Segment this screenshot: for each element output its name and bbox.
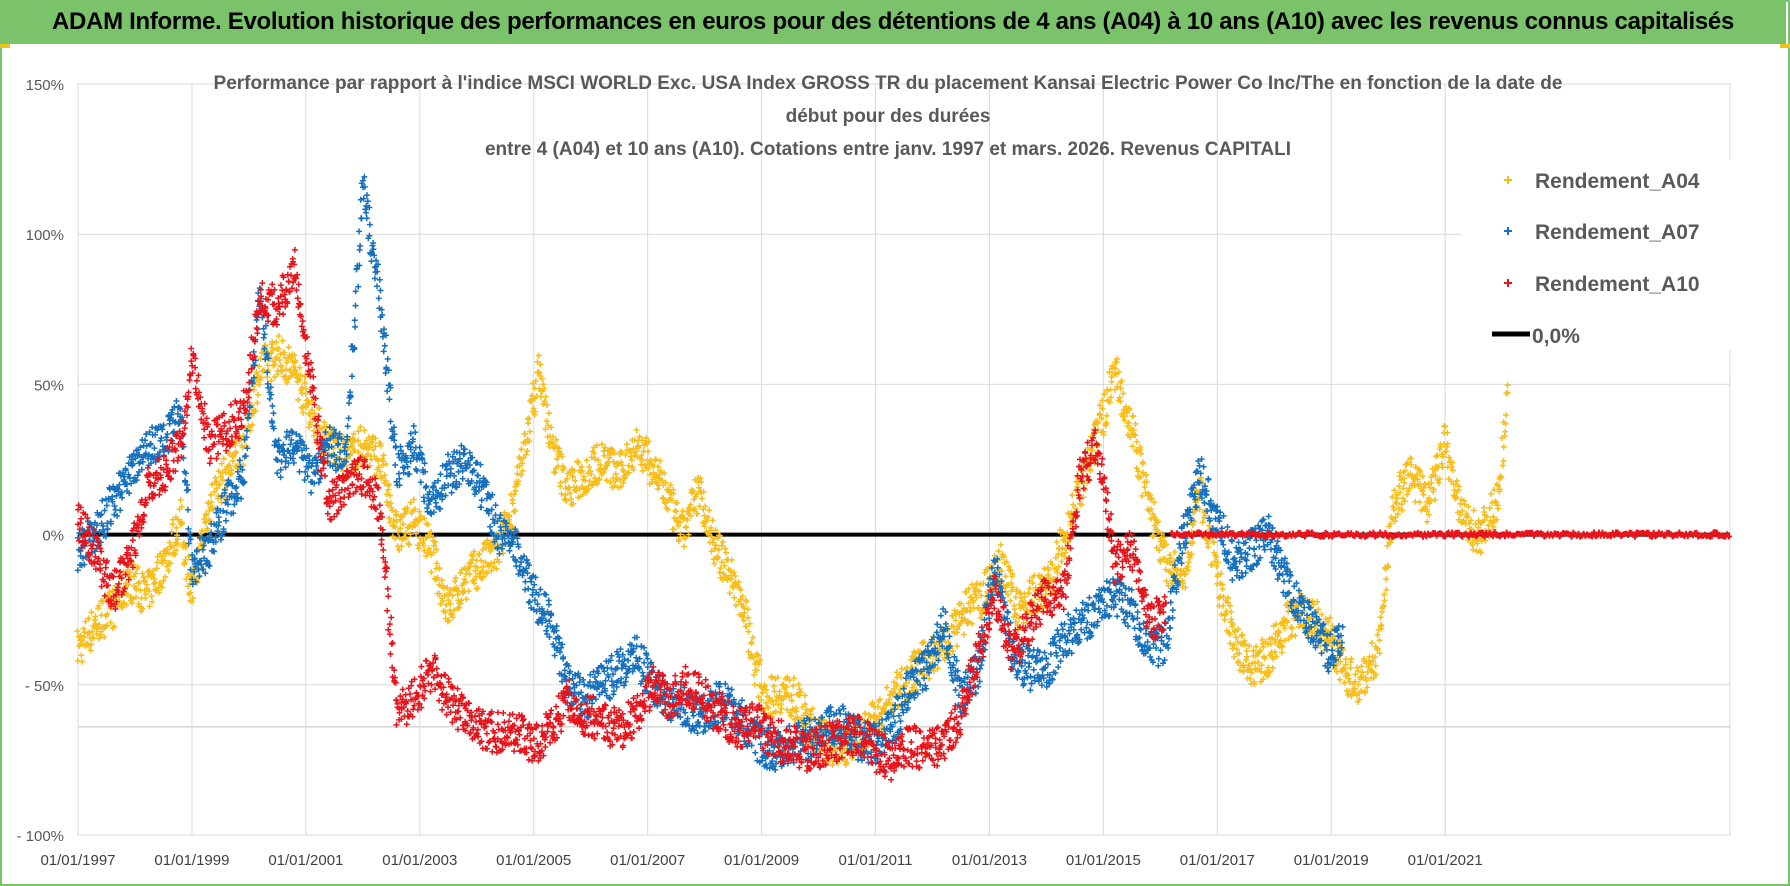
data-series <box>74 173 1732 783</box>
x-tick-label: 01/01/2001 <box>268 852 343 869</box>
x-tick-label: 01/01/2003 <box>382 852 457 869</box>
legend-label: Rendement_A10 <box>1535 273 1700 296</box>
data-point-rendement_a07 <box>74 173 1346 773</box>
x-tick-label: 01/01/2019 <box>1294 852 1369 869</box>
x-tick-label: 01/01/2017 <box>1180 852 1255 869</box>
legend-box <box>1462 160 1734 350</box>
x-tick-label: 01/01/2011 <box>839 852 913 869</box>
x-tick-label: 01/01/2013 <box>952 852 1027 869</box>
y-tick-label: 50% <box>34 377 64 394</box>
chart-title: Performance par rapport à l'indice MSCI … <box>214 73 1563 160</box>
series-rendement_a07 <box>74 173 1346 773</box>
series-rendement_a10 <box>75 246 1169 783</box>
legend-label: Rendement_A07 <box>1535 221 1700 244</box>
report-banner: ADAM Informe. Evolution historique des p… <box>0 0 1786 44</box>
banner-corner-left <box>0 44 10 48</box>
legend: Rendement_A04 Rendement_A07 Rendement_A10 0… <box>1462 160 1734 350</box>
x-tick-label: 01/01/2009 <box>724 852 799 869</box>
data-point-rendement_a10 <box>75 246 1169 783</box>
x-tick-label: 01/01/1997 <box>40 852 115 869</box>
data-point-rendement_a04 <box>74 333 1511 769</box>
axes: 150% 100% 50% 0% - 50% - 100% 01/01/1997 01/01/… <box>16 77 1482 869</box>
x-tick-label: 01/01/2007 <box>610 852 685 869</box>
series-zero-segment <box>1168 529 1732 540</box>
report-title: ADAM Informe. Evolution historique des p… <box>51 8 1735 35</box>
chart-title-line: Performance par rapport à l'indice MSCI … <box>214 73 1563 94</box>
chart-title-line: début pour des durées <box>786 106 991 127</box>
y-tick-label: - 50% <box>25 678 64 695</box>
y-tick-label: 100% <box>26 227 64 244</box>
legend-marker <box>1504 227 1512 235</box>
chart-title-line: entre 4 (A04) et 10 ans (A10). Cotations… <box>485 139 1291 160</box>
y-tick-label: 150% <box>26 77 64 94</box>
y-tick-label: 0% <box>42 528 64 545</box>
series-rendement_a04 <box>74 333 1511 769</box>
y-tick-label: - 100% <box>16 828 64 845</box>
legend-marker <box>1504 279 1512 287</box>
x-tick-label: 01/01/2015 <box>1066 852 1141 869</box>
x-tick-label: 01/01/1999 <box>154 852 229 869</box>
banner-corner-right <box>1780 44 1790 48</box>
legend-label: 0,0% <box>1532 325 1580 348</box>
x-tick-label: 01/01/2005 <box>496 852 571 869</box>
x-tick-label: 01/01/2021 <box>1408 852 1483 869</box>
legend-label: Rendement_A04 <box>1535 170 1700 193</box>
legend-marker <box>1504 176 1512 184</box>
